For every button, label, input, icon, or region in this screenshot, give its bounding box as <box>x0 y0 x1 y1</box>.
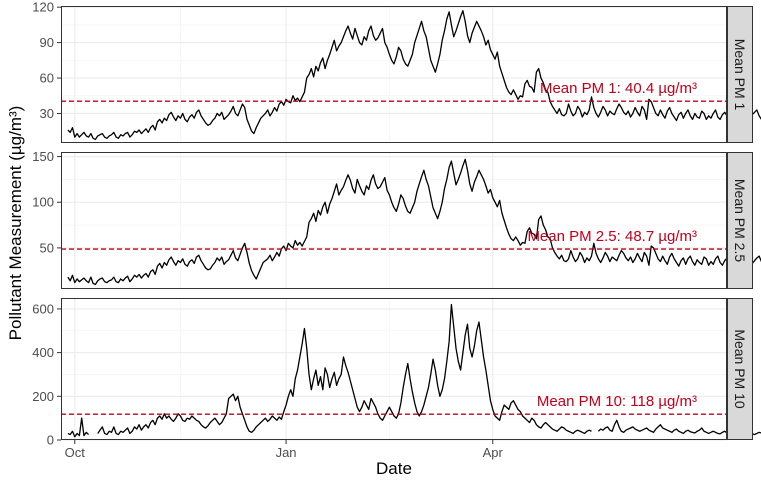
facet-strip-label: Mean PM 10 <box>732 329 748 409</box>
y-tick-label: 600 <box>32 301 54 316</box>
y-axis-title: Pollutant Measurement (µg/m³) <box>6 106 25 341</box>
x-axis-ticks: Oct Jan Apr <box>65 440 504 460</box>
x-tick-label: Jan <box>276 445 297 460</box>
facet-strip-label: Mean PM 2.5 <box>732 179 748 262</box>
panel-border <box>61 152 727 289</box>
panel-2: 50 100 150 Mean PM 2.5: 48.7 µg/m³ Mean PM 2… <box>32 149 761 289</box>
mean-label: Mean PM 10: 118 µg/m³ <box>537 393 697 410</box>
facet-strip <box>727 298 753 440</box>
panel-border <box>61 6 727 143</box>
y-tick-label: 60 <box>40 71 54 86</box>
y-tick-label: 90 <box>40 35 54 50</box>
mean-label: Mean PM 2.5: 48.7 µg/m³ <box>527 228 697 245</box>
x-tick-label: Apr <box>483 445 504 460</box>
y-tick-label: 100 <box>32 195 54 210</box>
panel-background <box>61 152 727 289</box>
y-tick-label: 200 <box>32 389 54 404</box>
y-tick-label: 120 <box>32 0 54 15</box>
y-tick-label: 0 <box>47 433 54 448</box>
series-line <box>67 158 761 286</box>
facet-strip <box>727 6 753 143</box>
series-line <box>67 10 761 141</box>
y-tick-label: 400 <box>32 345 54 360</box>
y-tick-label: 50 <box>40 240 54 255</box>
y-tick-label: 30 <box>40 106 54 121</box>
panel-1: 30 60 90 120 Mean PM 1: 40.4 µg/m³ Mean PM 1 <box>32 0 761 143</box>
panels-layer: 30 60 90 120 Mean PM 1: 40.4 µg/m³ Mean PM 1 5… <box>32 0 761 448</box>
panel-border <box>61 298 727 440</box>
panel-background <box>61 6 727 143</box>
x-axis-title: Date <box>376 459 412 478</box>
mean-label: Mean PM 1: 40.4 µg/m³ <box>540 80 697 97</box>
y-tick-label: 150 <box>32 149 54 164</box>
facet-strip-label: Mean PM 1 <box>732 39 748 111</box>
panel-3: 0 200 400 600 Mean PM 10: 118 µg/m³ Mean PM 1… <box>32 298 761 448</box>
series-line <box>67 303 761 438</box>
x-tick-label: Oct <box>65 445 86 460</box>
facet-strip <box>727 152 753 289</box>
